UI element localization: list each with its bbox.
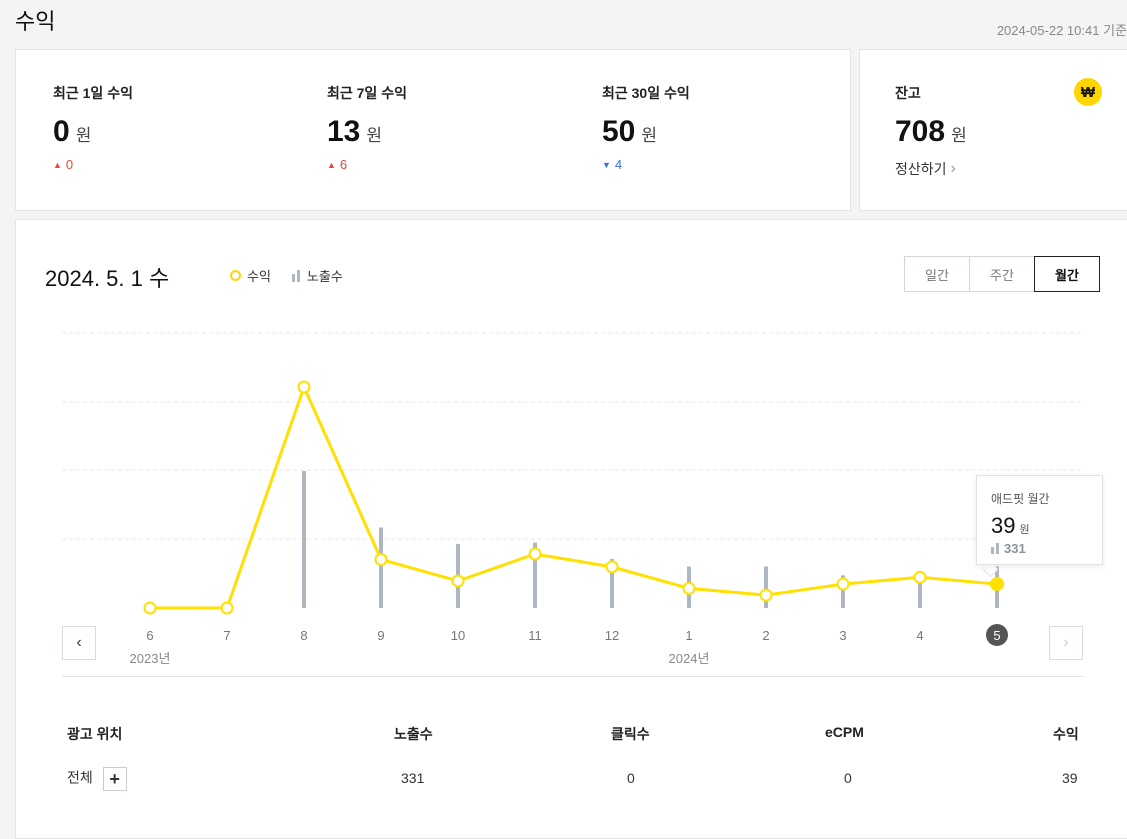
impressions-bar xyxy=(918,574,922,608)
x-tick-label[interactable]: 1 xyxy=(685,628,692,643)
col-header-revenue: 수익 xyxy=(1053,726,1079,742)
tooltip-unit: 원 xyxy=(1019,524,1030,536)
chart-prev-button[interactable]: ‹ xyxy=(62,626,96,660)
chevron-right-icon: › xyxy=(950,160,956,177)
revenue-point[interactable] xyxy=(759,588,773,602)
period-toggle: 일간 주간 월간 xyxy=(904,256,1100,292)
year-label: 2024년 xyxy=(669,651,710,666)
col-header-clicks: 클릭수 xyxy=(611,726,650,742)
x-tick-label[interactable]: 7 xyxy=(223,628,230,643)
revenue-point[interactable] xyxy=(143,601,157,615)
circle-icon xyxy=(230,270,241,281)
revenue-line xyxy=(150,385,998,610)
chart-card: 2024. 5. 1 수 수익 노출수 일간 주간 월간 6 7 8 9 10 11 12 1… xyxy=(15,219,1127,839)
stat-change: ▲ 0 xyxy=(53,157,74,172)
expand-plus-button[interactable]: + xyxy=(102,767,127,791)
balance-unit: 원 xyxy=(951,126,967,145)
tooltip-value: 39 xyxy=(991,513,1016,538)
legend-revenue: 수익 xyxy=(230,266,271,285)
revenue-summary-card: 최근 1일 수익 0 원 ▲ 0 최근 7일 수익 13 원 ▲ 6 최근 30… xyxy=(15,49,851,211)
chart-next-button[interactable]: › xyxy=(1049,626,1083,660)
stat-unit: 원 xyxy=(366,126,383,145)
x-tick-label[interactable]: 11 xyxy=(528,628,542,643)
year-label: 2023년 xyxy=(130,651,171,666)
row-clicks: 0 xyxy=(627,770,635,786)
won-coin-icon: ₩ xyxy=(1074,78,1102,106)
revenue-point[interactable] xyxy=(682,581,696,595)
row-ecpm: 0 xyxy=(844,770,852,786)
stat-value: 0 xyxy=(53,115,70,148)
row-impressions: 331 xyxy=(401,770,425,786)
revenue-point[interactable] xyxy=(528,547,542,561)
period-weekly-button[interactable]: 주간 xyxy=(969,256,1035,292)
x-tick-label[interactable]: 8 xyxy=(300,628,307,643)
revenue-point[interactable] xyxy=(913,570,927,584)
bar-chart-icon xyxy=(991,543,999,554)
stat-value: 13 xyxy=(327,115,361,148)
stat-change: ▼ 4 xyxy=(602,157,623,172)
stat-unit: 원 xyxy=(641,126,658,145)
tooltip-title: 애드핏 월간 xyxy=(991,492,1050,506)
impressions-bar xyxy=(610,558,614,608)
settle-link[interactable]: 정산하기 › xyxy=(895,160,956,177)
stat-value: 50 xyxy=(602,115,636,148)
x-tick-label[interactable]: 5 xyxy=(993,628,1000,643)
period-daily-button[interactable]: 일간 xyxy=(904,256,970,292)
x-tick-label[interactable]: 10 xyxy=(451,628,465,643)
triangle-up-icon: ▲ xyxy=(53,159,62,170)
x-tick-label[interactable]: 6 xyxy=(146,628,153,643)
table-row: 전체 + xyxy=(67,767,127,791)
triangle-up-icon: ▲ xyxy=(327,159,336,170)
chart-tooltip: 애드핏 월간 39 원 331 xyxy=(976,475,1103,565)
impressions-bar xyxy=(302,470,306,608)
balance-value: 708 xyxy=(895,115,946,148)
revenue-point[interactable] xyxy=(836,577,850,591)
chevron-left-icon: ‹ xyxy=(76,634,82,651)
selected-month-marker xyxy=(986,624,1008,646)
col-header-ecpm: eCPM xyxy=(825,724,864,740)
impressions-bar xyxy=(533,542,537,608)
page-title: 수익 xyxy=(15,9,56,34)
stat-change: ▲ 6 xyxy=(327,157,348,172)
stat-7day: 최근 7일 수익 13 원 ▲ 6 xyxy=(327,83,407,172)
stat-1day: 최근 1일 수익 0 원 ▲ 0 xyxy=(53,83,133,172)
stat-label: 최근 30일 수익 xyxy=(602,85,690,101)
balance-label: 잔고 xyxy=(895,85,921,101)
revenue-point[interactable] xyxy=(990,577,1004,592)
revenue-point[interactable] xyxy=(297,380,311,394)
x-tick-label[interactable]: 9 xyxy=(377,628,384,643)
stat-label: 최근 1일 수익 xyxy=(53,85,133,101)
legend-impressions: 노출수 xyxy=(291,266,343,285)
chart-date: 2024. 5. 1 수 xyxy=(45,266,170,291)
balance-stat: 잔고 708 원 정산하기 › xyxy=(895,83,967,179)
x-tick-label[interactable]: 2 xyxy=(762,628,769,643)
impressions-bar xyxy=(379,527,383,608)
stat-label: 최근 7일 수익 xyxy=(327,85,407,101)
col-header-impressions: 노출수 xyxy=(394,726,433,742)
tooltip-impressions: 331 xyxy=(991,541,1088,556)
balance-card: 잔고 708 원 정산하기 › ₩ xyxy=(859,49,1127,211)
x-tick-label[interactable]: 4 xyxy=(916,628,923,643)
period-monthly-button[interactable]: 월간 xyxy=(1034,256,1100,292)
impressions-bar xyxy=(764,566,768,608)
page-timestamp: 2024-05-22 10:41 기준 xyxy=(996,23,1127,38)
revenue-point[interactable] xyxy=(451,574,465,588)
row-location: 전체 xyxy=(67,769,93,786)
stat-30day: 최근 30일 수익 50 원 ▼ 4 xyxy=(602,83,690,172)
triangle-down-icon: ▼ xyxy=(602,159,611,170)
x-tick-label[interactable]: 12 xyxy=(605,628,619,643)
col-header-location: 광고 위치 xyxy=(67,726,123,742)
x-tick-label[interactable]: 3 xyxy=(839,628,846,643)
revenue-point[interactable] xyxy=(374,553,388,567)
revenue-point[interactable] xyxy=(605,560,619,574)
revenue-point[interactable] xyxy=(220,601,234,615)
bar-chart-icon xyxy=(291,269,300,282)
chevron-right-icon: › xyxy=(1063,634,1069,651)
stat-unit: 원 xyxy=(75,126,92,145)
impressions-bar xyxy=(841,575,845,608)
row-revenue: 39 xyxy=(1062,770,1078,786)
table-divider xyxy=(62,676,1083,677)
chart-legend: 수익 노출수 xyxy=(230,266,343,285)
